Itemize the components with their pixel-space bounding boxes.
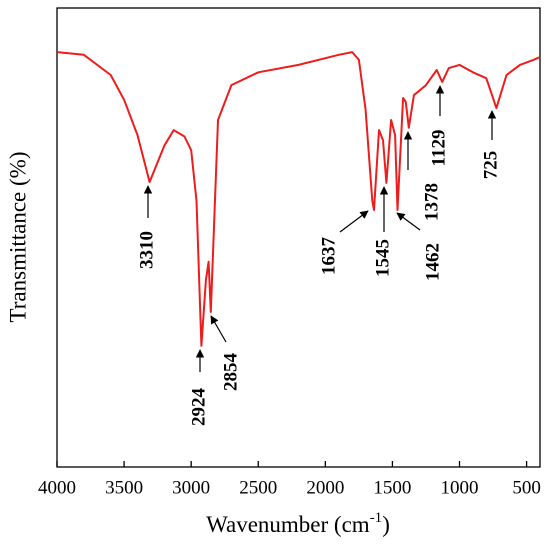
annotation-label: 2854 [220, 353, 241, 392]
x-tick-label: 3500 [105, 477, 143, 498]
x-tick-label: 2500 [239, 477, 277, 498]
annotation-label: 1462 [422, 243, 443, 281]
annotation-arrow [339, 210, 369, 233]
annotation-label: 2924 [188, 388, 209, 427]
annotation-label: 1378 [421, 183, 442, 221]
annotation-label: 1545 [372, 239, 393, 277]
x-tick-label: 1000 [441, 477, 479, 498]
x-axis-title-sup: -1 [370, 510, 383, 526]
x-axis-title: Wavenumber (cm-1) [206, 510, 390, 537]
x-tick-label: 3000 [172, 477, 210, 498]
annotation-label: 3310 [136, 231, 157, 269]
annotation-label: 1637 [318, 237, 339, 276]
annotation-arrow [396, 212, 421, 231]
annotation-label: 725 [480, 151, 501, 180]
y-axis-title: Transmittance (%) [5, 152, 30, 323]
x-axis-title-main: Wavenumber (cm [206, 512, 370, 537]
annotation-label: 1129 [428, 130, 449, 167]
x-tick-label: 500 [512, 477, 541, 498]
annotation-arrow [210, 315, 227, 343]
plot-frame [56, 7, 541, 468]
x-tick-label: 4000 [38, 477, 76, 498]
x-tick-label: 1500 [373, 477, 411, 498]
x-axis-title-end: ) [382, 512, 390, 537]
spectrum-line [56, 51, 541, 347]
x-tick-label: 2000 [306, 477, 344, 498]
